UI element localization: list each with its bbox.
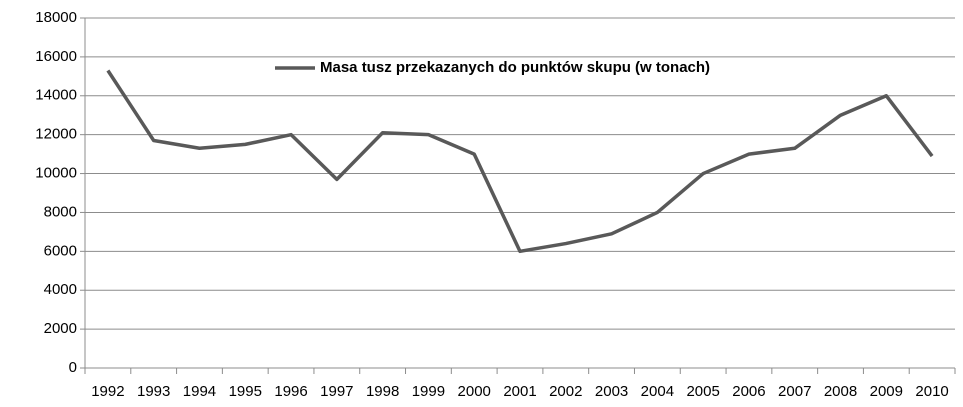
x-tick-label: 2002 xyxy=(549,383,582,400)
x-tick-label: 2005 xyxy=(686,383,719,400)
x-tick-label: 1998 xyxy=(366,383,399,400)
x-tick-label: 2007 xyxy=(778,383,811,400)
x-tick-label: 2004 xyxy=(641,383,674,400)
y-tick-label: 6000 xyxy=(44,242,77,259)
x-tick-label: 1994 xyxy=(183,383,216,400)
y-tick-label: 0 xyxy=(69,359,77,376)
x-tick-label: 2010 xyxy=(915,383,948,400)
x-tick-label: 1995 xyxy=(229,383,262,400)
line xyxy=(106,69,934,254)
x-tick-label: 2008 xyxy=(824,383,857,400)
x-tick-label: 1993 xyxy=(137,383,170,400)
x-tick-label: 2006 xyxy=(732,383,765,400)
y-tick-label: 2000 xyxy=(44,320,77,337)
x-tick-label: 1999 xyxy=(412,383,445,400)
x-tick-label: 1992 xyxy=(91,383,124,400)
y-tick-label: 16000 xyxy=(35,48,77,65)
y-tick-label: 8000 xyxy=(44,203,77,220)
x-tick-label: 2003 xyxy=(595,383,628,400)
legend-label: Masa tusz przekazanych do punktów skupu … xyxy=(320,59,710,76)
y-tick-label: 10000 xyxy=(35,165,77,182)
y-tick-label: 18000 xyxy=(35,9,77,26)
x-tick-label: 2009 xyxy=(870,383,903,400)
y-tick-label: 14000 xyxy=(35,87,77,104)
x-tick-label: 2001 xyxy=(503,383,536,400)
x-tick-label: 2000 xyxy=(458,383,491,400)
y-tick-label: 4000 xyxy=(44,281,77,298)
x-tick-label: 1996 xyxy=(274,383,307,400)
x-tick-label: 1997 xyxy=(320,383,353,400)
y-tick-label: 12000 xyxy=(35,126,77,143)
